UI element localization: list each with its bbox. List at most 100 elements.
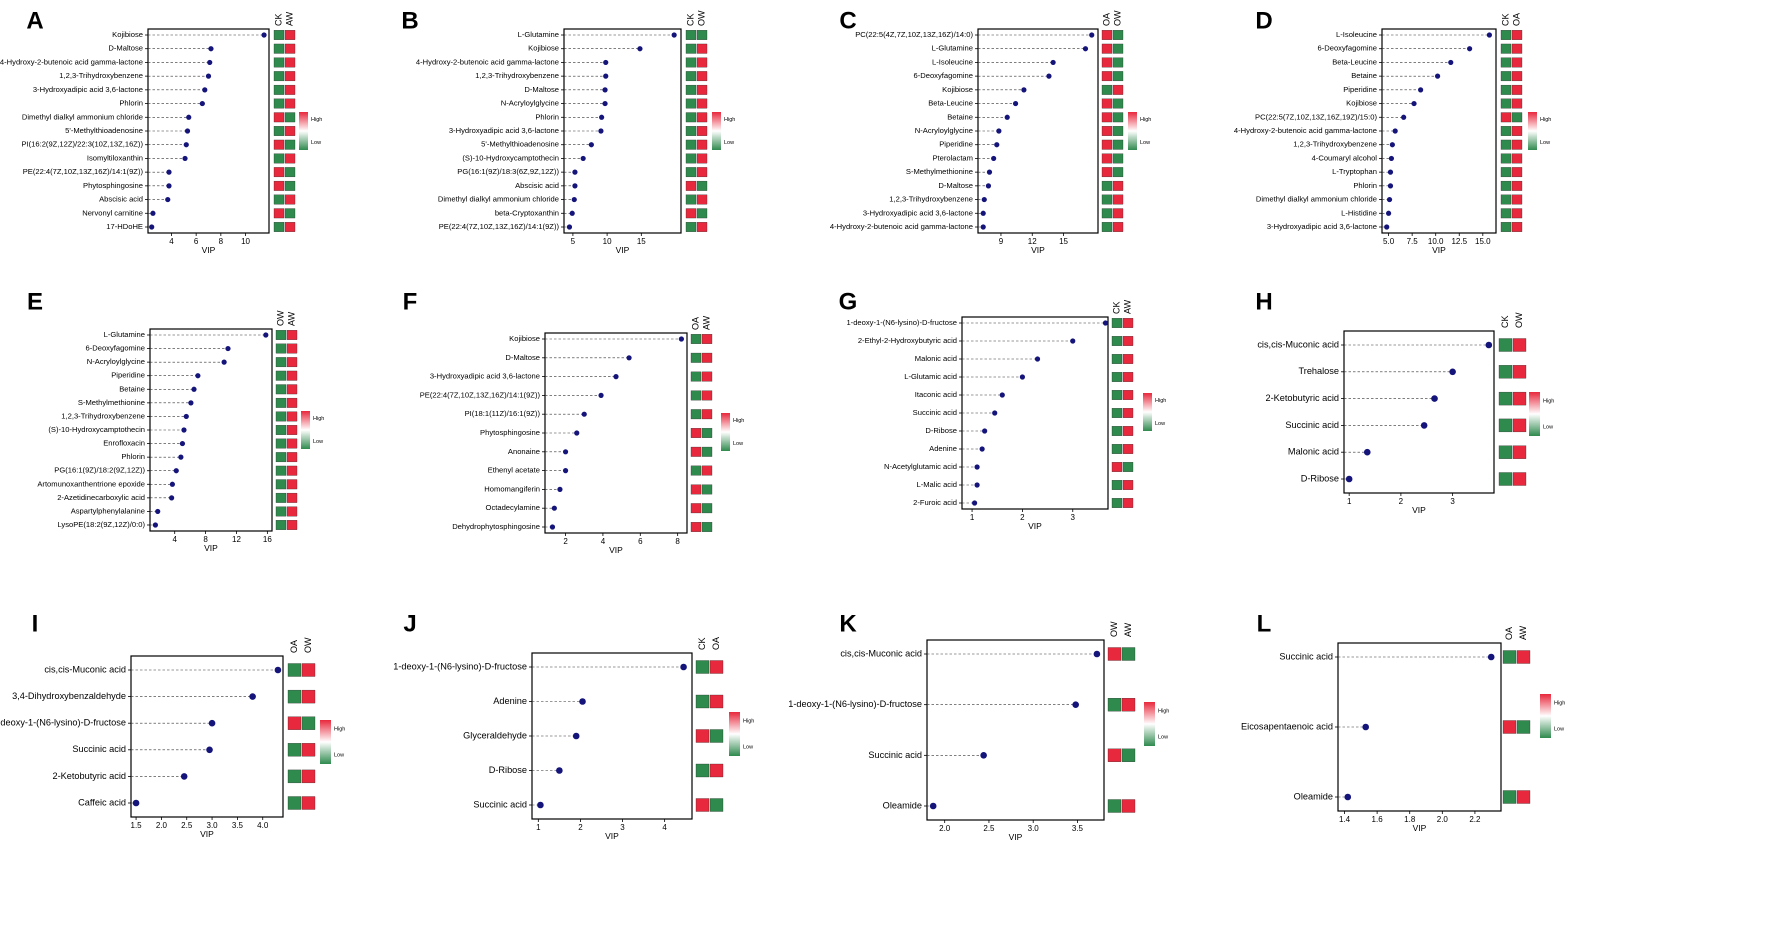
heat-cell xyxy=(1512,445,1527,459)
metabolite-label: 4-Hydroxy-2-butenoic acid gamma-lactone xyxy=(0,57,143,66)
x-tick-label: 5.0 xyxy=(1383,237,1395,246)
heat-cell xyxy=(1516,720,1531,734)
heat-cell xyxy=(275,370,287,381)
plot-frame xyxy=(926,639,1105,821)
heat-cell xyxy=(1111,462,1123,472)
heat-cell xyxy=(286,330,298,340)
vip-point xyxy=(979,446,985,452)
legend-high-label: High xyxy=(1155,398,1166,404)
group-label: OA xyxy=(1101,13,1111,26)
legend-low-label: Low xyxy=(1554,727,1564,733)
metabolite-label: Homomangiferin xyxy=(484,484,540,493)
vip-point xyxy=(971,500,978,506)
vip-point xyxy=(572,183,578,189)
heat-cell xyxy=(685,43,697,54)
heat-cell xyxy=(1511,84,1523,95)
heat-cell xyxy=(685,71,697,82)
vip-point xyxy=(599,114,605,120)
x-tick-label: 2.5 xyxy=(181,821,193,830)
heat-cell xyxy=(1516,790,1531,804)
group-label: CK xyxy=(1500,315,1510,328)
heat-cell xyxy=(284,222,296,232)
x-axis-label: VIP xyxy=(1412,505,1426,515)
panel-a: A Kojibiose D-Maltose 4-Hydroxy-2-butenoic … xyxy=(0,7,322,255)
plot-frame xyxy=(1343,330,1495,494)
group-label: AW xyxy=(284,11,294,26)
heat-cell xyxy=(696,84,708,95)
metabolite-label: Kojibiose xyxy=(528,44,559,53)
group-label: CK xyxy=(273,13,283,26)
vip-point xyxy=(165,196,171,203)
metabolite-label: L-Isoleucine xyxy=(932,57,973,66)
metabolite-label: 6-Deoxyfagomine xyxy=(913,71,973,80)
heat-cell xyxy=(1101,222,1113,232)
heat-cell xyxy=(286,506,298,517)
metabolite-label: 2-Furoic acid xyxy=(913,498,957,507)
metabolite-label: 5'-Methylthioadenosine xyxy=(481,140,559,149)
vip-point xyxy=(982,428,988,434)
heat-cell xyxy=(1500,194,1512,205)
legend-low-label: Low xyxy=(743,745,753,751)
vip-point xyxy=(1046,73,1052,79)
heat-cell xyxy=(1500,30,1512,40)
metabolite-label: Beta-Leucine xyxy=(928,99,973,108)
heat-cell xyxy=(1101,98,1113,109)
metabolite-label: LysoPE(18:2(9Z,12Z)/0:0) xyxy=(57,520,145,529)
heat-cell xyxy=(286,397,298,408)
vip-point xyxy=(562,449,569,455)
heat-cell xyxy=(1112,208,1124,219)
heat-cell xyxy=(275,438,287,449)
x-tick-label: 4.0 xyxy=(257,821,269,830)
metabolite-label: Eicosapentaenoic acid xyxy=(1241,721,1333,731)
heat-cell xyxy=(1511,139,1523,150)
heat-cell xyxy=(685,30,697,40)
high-low-legend xyxy=(301,411,310,449)
metabolite-label: Phlorin xyxy=(119,99,143,108)
metabolite-label: Dehydrophytosphingosine xyxy=(452,522,540,531)
x-tick-label: 2.5 xyxy=(983,824,995,833)
metabolite-label: 4-Hydroxy-2-butenoic acid gamma-lactone xyxy=(416,57,559,66)
metabolite-label: S-Methylmethionine xyxy=(906,167,973,176)
x-axis-label: VIP xyxy=(1028,521,1042,531)
metabolite-label: L-Isoleucine xyxy=(1336,30,1377,39)
heat-cell xyxy=(1112,71,1124,82)
heat-cell xyxy=(1511,153,1523,164)
group-label: OA xyxy=(289,640,299,653)
heat-cell xyxy=(273,30,285,40)
heat-cell xyxy=(1498,445,1513,459)
vip-point xyxy=(991,155,997,162)
heat-cell xyxy=(709,660,724,674)
metabolite-label: PC(22:5(7Z,10Z,13Z,16Z,19Z)/15:0) xyxy=(1255,112,1377,121)
heat-cell xyxy=(1512,338,1527,352)
metabolite-label: 1,2,3-Trihydroxybenzene xyxy=(61,411,145,420)
metabolite-label: 1-deoxy-1-(N6-lysino)-D-fructose xyxy=(788,699,922,709)
heat-cell xyxy=(1112,57,1124,68)
group-label: OW xyxy=(303,637,313,653)
heat-cell xyxy=(273,180,285,191)
heat-cell xyxy=(1112,84,1124,95)
heat-cell xyxy=(690,503,702,514)
plot-frame xyxy=(1381,28,1497,234)
heat-cell xyxy=(695,660,710,674)
vip-point xyxy=(186,114,192,120)
heat-cell xyxy=(301,716,316,730)
group-label: AW xyxy=(1518,625,1528,640)
heat-cell xyxy=(690,522,702,532)
legend-low-label: Low xyxy=(311,140,321,146)
heat-cell xyxy=(287,689,302,704)
heat-cell xyxy=(1500,98,1512,109)
heat-cell xyxy=(690,465,702,476)
group-label: AW xyxy=(286,311,296,326)
panel-letter: F xyxy=(403,288,418,315)
vip-point xyxy=(180,773,188,780)
heat-cell xyxy=(1502,790,1517,804)
heat-cell xyxy=(286,452,298,463)
heat-cell xyxy=(701,352,713,363)
x-tick-label: 2.0 xyxy=(156,821,168,830)
group-label: OA xyxy=(690,317,700,330)
vip-point xyxy=(1384,224,1390,230)
x-tick-label: 6 xyxy=(638,537,643,546)
